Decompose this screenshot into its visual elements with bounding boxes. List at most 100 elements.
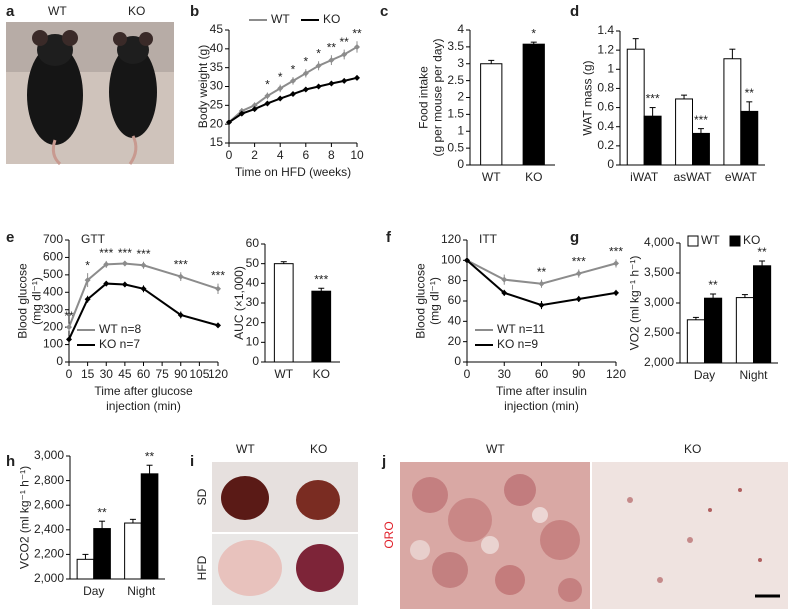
significance: ***: [694, 113, 708, 127]
legend-label: WT n=8: [99, 322, 141, 336]
data-point: [103, 261, 110, 268]
y-tick-label: 3,000: [644, 295, 674, 309]
y-tick-label: 1.4: [597, 23, 614, 37]
panel-letter: b: [190, 3, 199, 20]
y-tick-label: 2: [457, 90, 464, 104]
x-tick-label: iWAT: [630, 170, 659, 184]
data-point: [84, 277, 91, 284]
panel-letter: a: [6, 3, 15, 20]
x-tick-label: 6: [302, 148, 309, 162]
bar: [643, 115, 662, 166]
bar: [753, 265, 772, 364]
significance: ***: [99, 246, 113, 260]
data-point: [215, 285, 221, 292]
x-tick-label: Day: [694, 368, 715, 382]
data-point: [140, 285, 147, 292]
y-tick-label: 2,800: [34, 473, 64, 487]
y-tick-label: 0.8: [597, 81, 614, 95]
bar: [93, 528, 111, 580]
y-tick-label: 25: [210, 98, 224, 112]
data-point: [538, 280, 545, 287]
significance: **: [757, 245, 767, 259]
bar: [273, 263, 294, 363]
legend-label: WT n=11: [497, 322, 545, 336]
data-point: [538, 302, 545, 309]
y-axis-label: AUC (×1,000): [232, 266, 246, 340]
y-tick-label: 120: [441, 232, 461, 246]
panel-letter: f: [386, 229, 392, 246]
x-tick-label: WT: [482, 170, 501, 184]
panel-letter: g: [570, 229, 579, 246]
significance: ***: [646, 92, 660, 106]
x-tick-label: 0: [464, 367, 471, 381]
x-tick-label: 15: [81, 367, 95, 381]
y-tick-label: 60: [448, 293, 462, 307]
data-point: [613, 289, 619, 296]
significance: ***: [136, 247, 150, 261]
data-point: [277, 85, 284, 92]
x-axis-label: Time on HFD (weeks): [235, 165, 351, 179]
y-tick-label: 30: [210, 79, 224, 93]
significance: **: [352, 26, 362, 40]
bar: [704, 297, 723, 364]
bar: [140, 473, 159, 580]
y-axis-label: (mg dl⁻¹): [428, 277, 442, 325]
data-point: [575, 270, 582, 277]
y-tick-label: 2,200: [34, 547, 64, 561]
legend-label: WT: [701, 233, 720, 247]
y-tick-label: 0.4: [597, 119, 614, 133]
data-point: [613, 260, 619, 267]
significance: **: [97, 505, 107, 519]
y-tick-label: 300: [43, 302, 63, 316]
y-tick-label: 4,000: [644, 235, 674, 249]
x-tick-label: 90: [174, 367, 188, 381]
panel-letter: j: [381, 453, 386, 470]
significance: ***: [572, 255, 586, 269]
bar: [692, 132, 710, 166]
photo-label: ORO: [382, 521, 396, 548]
x-axis-label: injection (min): [106, 399, 181, 413]
photo-label: KO: [310, 442, 327, 456]
data-point: [264, 100, 271, 107]
photo-i: [212, 462, 358, 605]
significance: **: [64, 309, 74, 323]
data-point: [264, 92, 271, 99]
panel-letter: i: [190, 453, 194, 470]
x-tick-label: KO: [525, 170, 542, 184]
data-point: [84, 296, 91, 303]
x-tick-label: asWAT: [674, 170, 713, 184]
bar: [686, 319, 705, 364]
data-point: [341, 51, 348, 58]
bar: [480, 63, 503, 166]
x-tick-label: 30: [100, 367, 114, 381]
data-point: [66, 324, 72, 331]
data-point: [121, 260, 128, 267]
photo-label: KO: [684, 442, 701, 456]
data-point: [575, 295, 582, 302]
data-point: [177, 273, 184, 280]
legend-label: KO: [743, 233, 760, 247]
y-tick-label: 15: [210, 135, 224, 149]
y-tick-label: 0.6: [597, 100, 614, 114]
y-tick-label: 20: [246, 315, 260, 329]
y-tick-label: 50: [246, 256, 260, 270]
x-tick-label: 4: [277, 148, 284, 162]
legend-label: KO n=7: [99, 337, 140, 351]
y-axis-label: (mg dl⁻¹): [30, 277, 44, 325]
x-tick-label: 30: [498, 367, 512, 381]
y-tick-label: 500: [43, 267, 63, 281]
y-tick-label: 3: [457, 56, 464, 70]
photo-label: KO: [128, 4, 145, 18]
data-point: [121, 281, 128, 288]
y-tick-label: 0: [56, 354, 63, 368]
x-tick-label: KO: [313, 367, 330, 381]
photo-label: WT: [48, 4, 67, 18]
data-point: [315, 62, 322, 69]
y-tick-label: 40: [210, 41, 224, 55]
data-point: [302, 86, 309, 93]
significance: *: [85, 258, 90, 272]
y-tick-label: 0: [454, 354, 461, 368]
y-tick-label: 2.5: [447, 73, 464, 87]
bar: [522, 43, 545, 166]
x-tick-label: 120: [208, 367, 228, 381]
